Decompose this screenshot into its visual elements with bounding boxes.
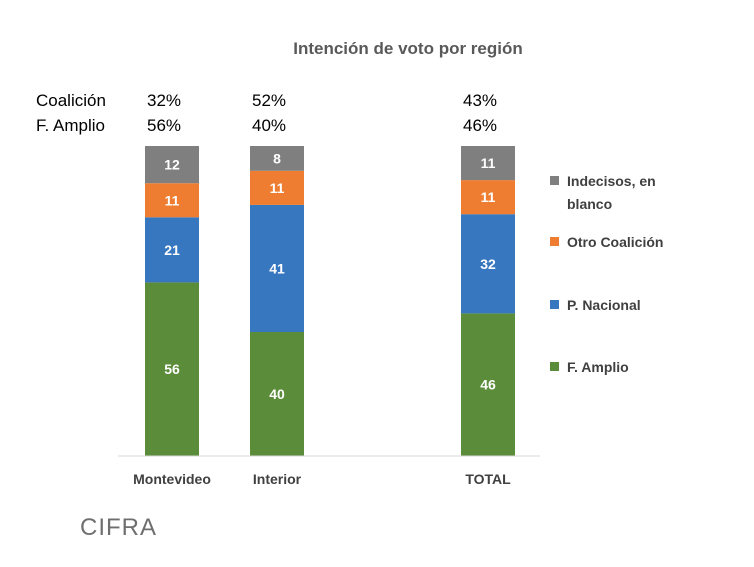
summary-row-label: F. Amplio (36, 116, 105, 135)
legend-label: F. Amplio (567, 359, 629, 375)
data-label: 46 (480, 377, 496, 393)
legend: Indecisos, en blanco Otro Coalición P. Naci… (550, 173, 663, 375)
bar-segment-montevideo-0 (145, 282, 199, 456)
legend-label: Indecisos, en (567, 173, 656, 189)
data-label: 8 (273, 150, 281, 166)
data-label: 21 (164, 242, 180, 258)
category-label: Interior (253, 471, 302, 487)
legend-swatch (550, 237, 559, 246)
summary-row-label: Coalición (36, 91, 106, 110)
category-label: TOTAL (465, 471, 511, 487)
data-label: 40 (269, 386, 285, 402)
data-label: 32 (480, 256, 496, 272)
summary-value: 56% (147, 116, 181, 135)
bar-segment-interior-3 (250, 146, 304, 171)
legend-swatch (550, 362, 559, 371)
summary-value: 52% (252, 91, 286, 110)
bar-segment-montevideo-1 (145, 217, 199, 283)
data-label: 41 (269, 260, 285, 276)
bar-segment-interior-0 (250, 332, 304, 456)
legend-label: blanco (567, 196, 612, 212)
chart-title: Intención de voto por región (293, 39, 523, 58)
logo-text: CIFRA (80, 514, 157, 541)
data-label: 12 (164, 157, 180, 173)
cifra-logo: CIFRA (80, 514, 157, 541)
bar-segment-total-3 (461, 146, 515, 181)
bars: 56 21 11 12 40 41 11 8 46 32 11 11 (145, 146, 515, 456)
data-label: 56 (164, 361, 180, 377)
bar-segment-total-2 (461, 180, 515, 215)
bar-segment-total-1 (461, 214, 515, 314)
summary-value: 46% (463, 116, 497, 135)
bar-segment-total-0 (461, 313, 515, 456)
summary-value: 32% (147, 91, 181, 110)
bar-segment-interior-1 (250, 204, 304, 332)
legend-swatch (550, 300, 559, 309)
category-label: Montevideo (133, 471, 211, 487)
bar-segment-interior-2 (250, 170, 304, 205)
summary-value: 40% (252, 116, 286, 135)
category-labels: Montevideo Interior TOTAL (133, 471, 511, 487)
legend-label: P. Nacional (567, 297, 641, 313)
data-label: 11 (481, 189, 496, 205)
bar-segment-montevideo-2 (145, 183, 199, 218)
legend-label: Otro Coalición (567, 234, 663, 250)
data-label: 11 (270, 180, 285, 196)
bar-segment-montevideo-3 (145, 146, 199, 184)
legend-swatch (550, 176, 559, 185)
data-label: 11 (165, 192, 180, 208)
summary-value: 43% (463, 91, 497, 110)
summary-rows: Coalición 32% 52% 43% F. Amplio 56% 40% 46% (36, 91, 497, 135)
data-label: 11 (481, 155, 496, 171)
